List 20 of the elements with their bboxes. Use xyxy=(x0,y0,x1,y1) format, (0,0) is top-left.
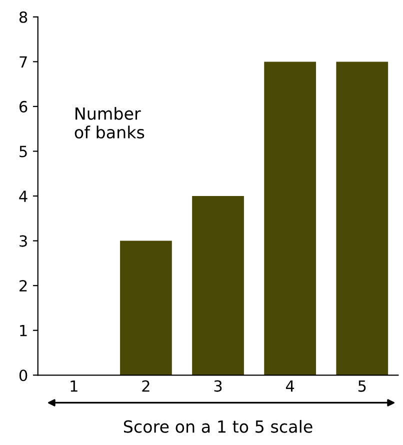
x-tick-label: 3 xyxy=(214,380,222,392)
y-tick-label: 0 xyxy=(19,370,28,382)
bar xyxy=(192,196,244,376)
y-tick-label: 2 xyxy=(20,280,27,292)
x-axis-title: Score on a 1 to 5 scale xyxy=(124,420,312,433)
x-tick-label: 4 xyxy=(286,380,294,392)
y-tick-label: 3 xyxy=(20,235,27,247)
y-axis-title: Number of banks xyxy=(74,106,144,139)
bar xyxy=(120,240,172,376)
x-tick-label: 2 xyxy=(142,380,150,392)
x-tick-label: 5 xyxy=(358,380,366,392)
y-tick-label: 5 xyxy=(20,146,27,158)
bar xyxy=(264,62,316,376)
y-tick-label: 1 xyxy=(20,325,27,336)
y-tick-label: 6 xyxy=(20,100,28,112)
y-tick-label: 7 xyxy=(20,56,27,68)
y-tick-label: 4 xyxy=(19,190,28,202)
bar xyxy=(336,62,388,376)
y-tick-label: 8 xyxy=(19,11,28,23)
x-tick-label: 1 xyxy=(70,380,78,392)
